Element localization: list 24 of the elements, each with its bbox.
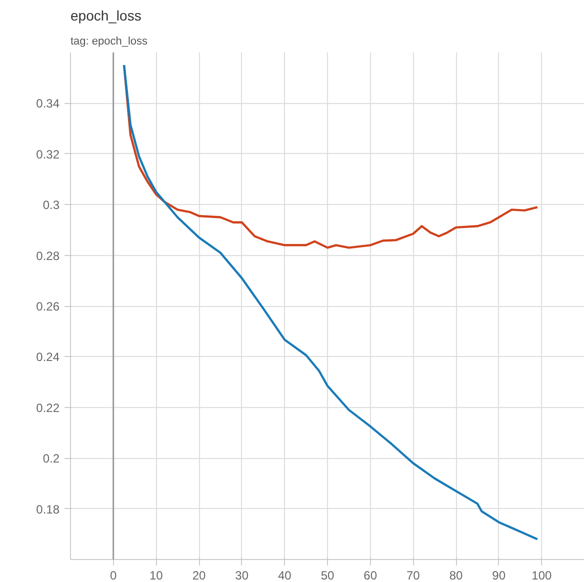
y-tick-label: 0.22 <box>36 400 60 415</box>
x-tick-label: 90 <box>492 568 506 582</box>
x-tick-label: 40 <box>278 568 292 582</box>
y-tick-label: 0.28 <box>36 248 60 263</box>
y-tick-label: 0.26 <box>36 300 60 314</box>
y-tick-label: 0.2 <box>42 452 60 466</box>
y-tick-label: 0.3 <box>42 198 60 212</box>
x-tick-label: 70 <box>406 568 420 582</box>
x-tick-label: 80 <box>449 568 463 582</box>
line-series <box>122 64 538 249</box>
x-tick-label: 60 <box>364 568 378 582</box>
x-tick-label: 20 <box>192 568 206 582</box>
y-tick-label: 0.24 <box>36 350 60 364</box>
x-tick-label: 10 <box>149 568 164 582</box>
chart-title: epoch_loss <box>70 8 142 24</box>
x-tick-label: 100 <box>532 568 552 582</box>
x-tick-label: 50 <box>320 568 334 582</box>
line-series <box>122 64 538 540</box>
y-tick-label: 0.32 <box>36 147 60 162</box>
y-tick-label: 0.34 <box>36 96 60 111</box>
chart-subtitle: tag: epoch_loss <box>70 36 148 48</box>
y-tick-label: 0.18 <box>36 502 60 516</box>
x-tick-label: 0 <box>110 568 117 582</box>
x-tick-label: 30 <box>235 568 249 582</box>
